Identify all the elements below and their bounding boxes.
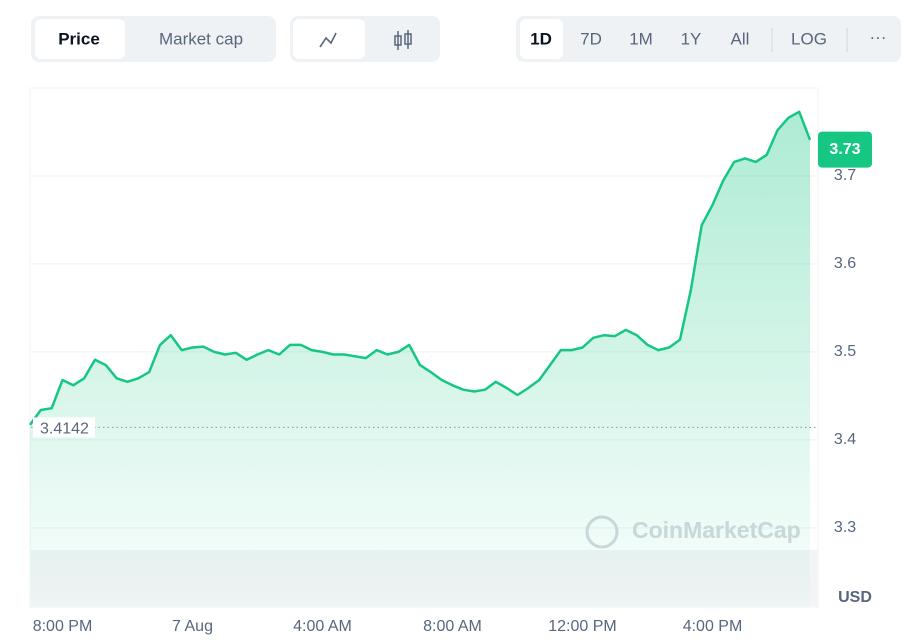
line-icon (319, 32, 337, 48)
x-tick-label: 4:00 PM (683, 618, 743, 635)
x-tick-label: 12:00 PM (548, 618, 616, 635)
range[interactable]: All (731, 29, 750, 48)
range[interactable]: 1D (530, 29, 552, 48)
x-tick-label: 4:00 AM (293, 618, 352, 635)
range-group (516, 16, 901, 62)
tab-active[interactable] (35, 19, 125, 59)
area-fill (30, 111, 810, 608)
tab[interactable]: Market cap (159, 29, 243, 48)
price-line (28, 110, 812, 426)
range[interactable]: 7D (580, 29, 602, 48)
range-active[interactable] (520, 19, 563, 59)
candle-icon[interactable] (394, 30, 412, 50)
line-type[interactable] (293, 19, 365, 59)
x-tick-label: 7 Aug (172, 618, 213, 635)
more-button[interactable]: ··· (870, 27, 887, 46)
range[interactable]: 1Y (681, 29, 702, 48)
y-tick-label: 3.5 (834, 343, 856, 360)
y-axis-label: USD (838, 589, 872, 606)
y-tick-label: 3.4 (834, 431, 856, 448)
last-price-badge (818, 131, 872, 168)
x-tick-label: 8:00 AM (423, 618, 482, 635)
y-tick-label: 3.7 (834, 167, 856, 184)
range[interactable]: 1M (629, 29, 653, 48)
tab[interactable]: Price (58, 29, 100, 48)
reference-label: 3.4142 (40, 421, 89, 438)
y-tick-label: 3.3 (834, 519, 856, 536)
reference-badge (33, 417, 95, 438)
y-tick-label: 3.6 (834, 255, 856, 272)
last-price-label: 3.73 (829, 141, 860, 158)
log-toggle[interactable]: LOG (791, 29, 827, 48)
x-tick-label: 8:00 PM (33, 618, 93, 635)
